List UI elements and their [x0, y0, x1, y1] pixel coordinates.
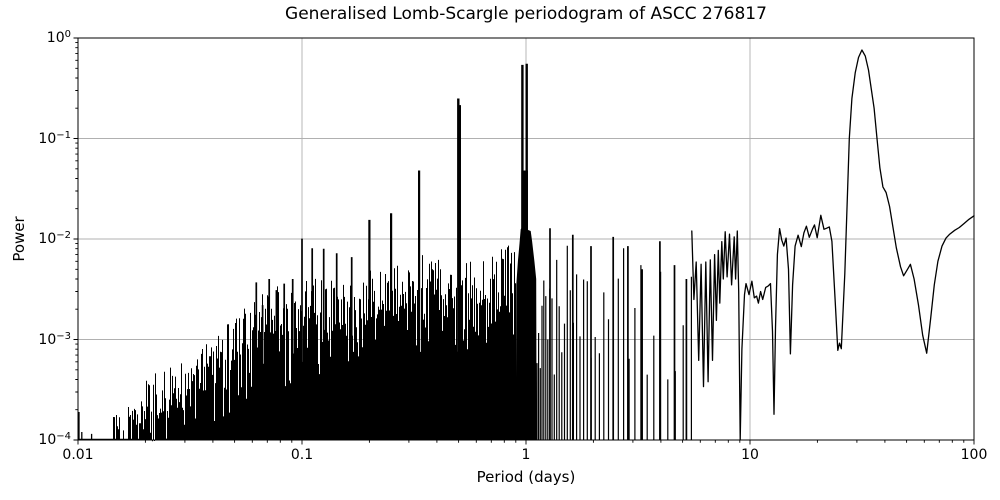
y-tick-exponent: −2: [56, 230, 71, 241]
y-tick-exponent: −4: [56, 431, 71, 442]
y-tick-base: 10: [38, 331, 57, 348]
x-tick-0.01: 0.01: [62, 447, 94, 463]
y-tick-base: 10: [38, 130, 57, 147]
x-tick-0.1: 0.1: [290, 447, 314, 463]
y-tick-base: 10: [46, 30, 65, 46]
x-tick-10: 10: [741, 447, 759, 463]
x-axis-label: Period (days): [476, 468, 576, 486]
y-tick-1e-3: 10−3: [0, 331, 71, 349]
x-tick-1: 1: [521, 447, 531, 463]
y-tick-exponent: −3: [56, 330, 71, 342]
y-tick-1e0: 100: [0, 29, 71, 47]
chart-title: Generalised Lomb-Scargle periodogram of …: [285, 4, 767, 24]
y-tick-1e-2: 10−2: [0, 230, 71, 248]
y-tick-base: 10: [38, 231, 57, 247]
y-tick-base: 10: [38, 432, 57, 448]
x-tick-100: 100: [960, 447, 988, 463]
y-tick-exponent: 0: [64, 29, 71, 40]
y-tick-1e-1: 10−1: [0, 130, 71, 148]
y-tick-exponent: −1: [56, 129, 71, 141]
y-tick-1e-4: 10−4: [0, 431, 71, 449]
